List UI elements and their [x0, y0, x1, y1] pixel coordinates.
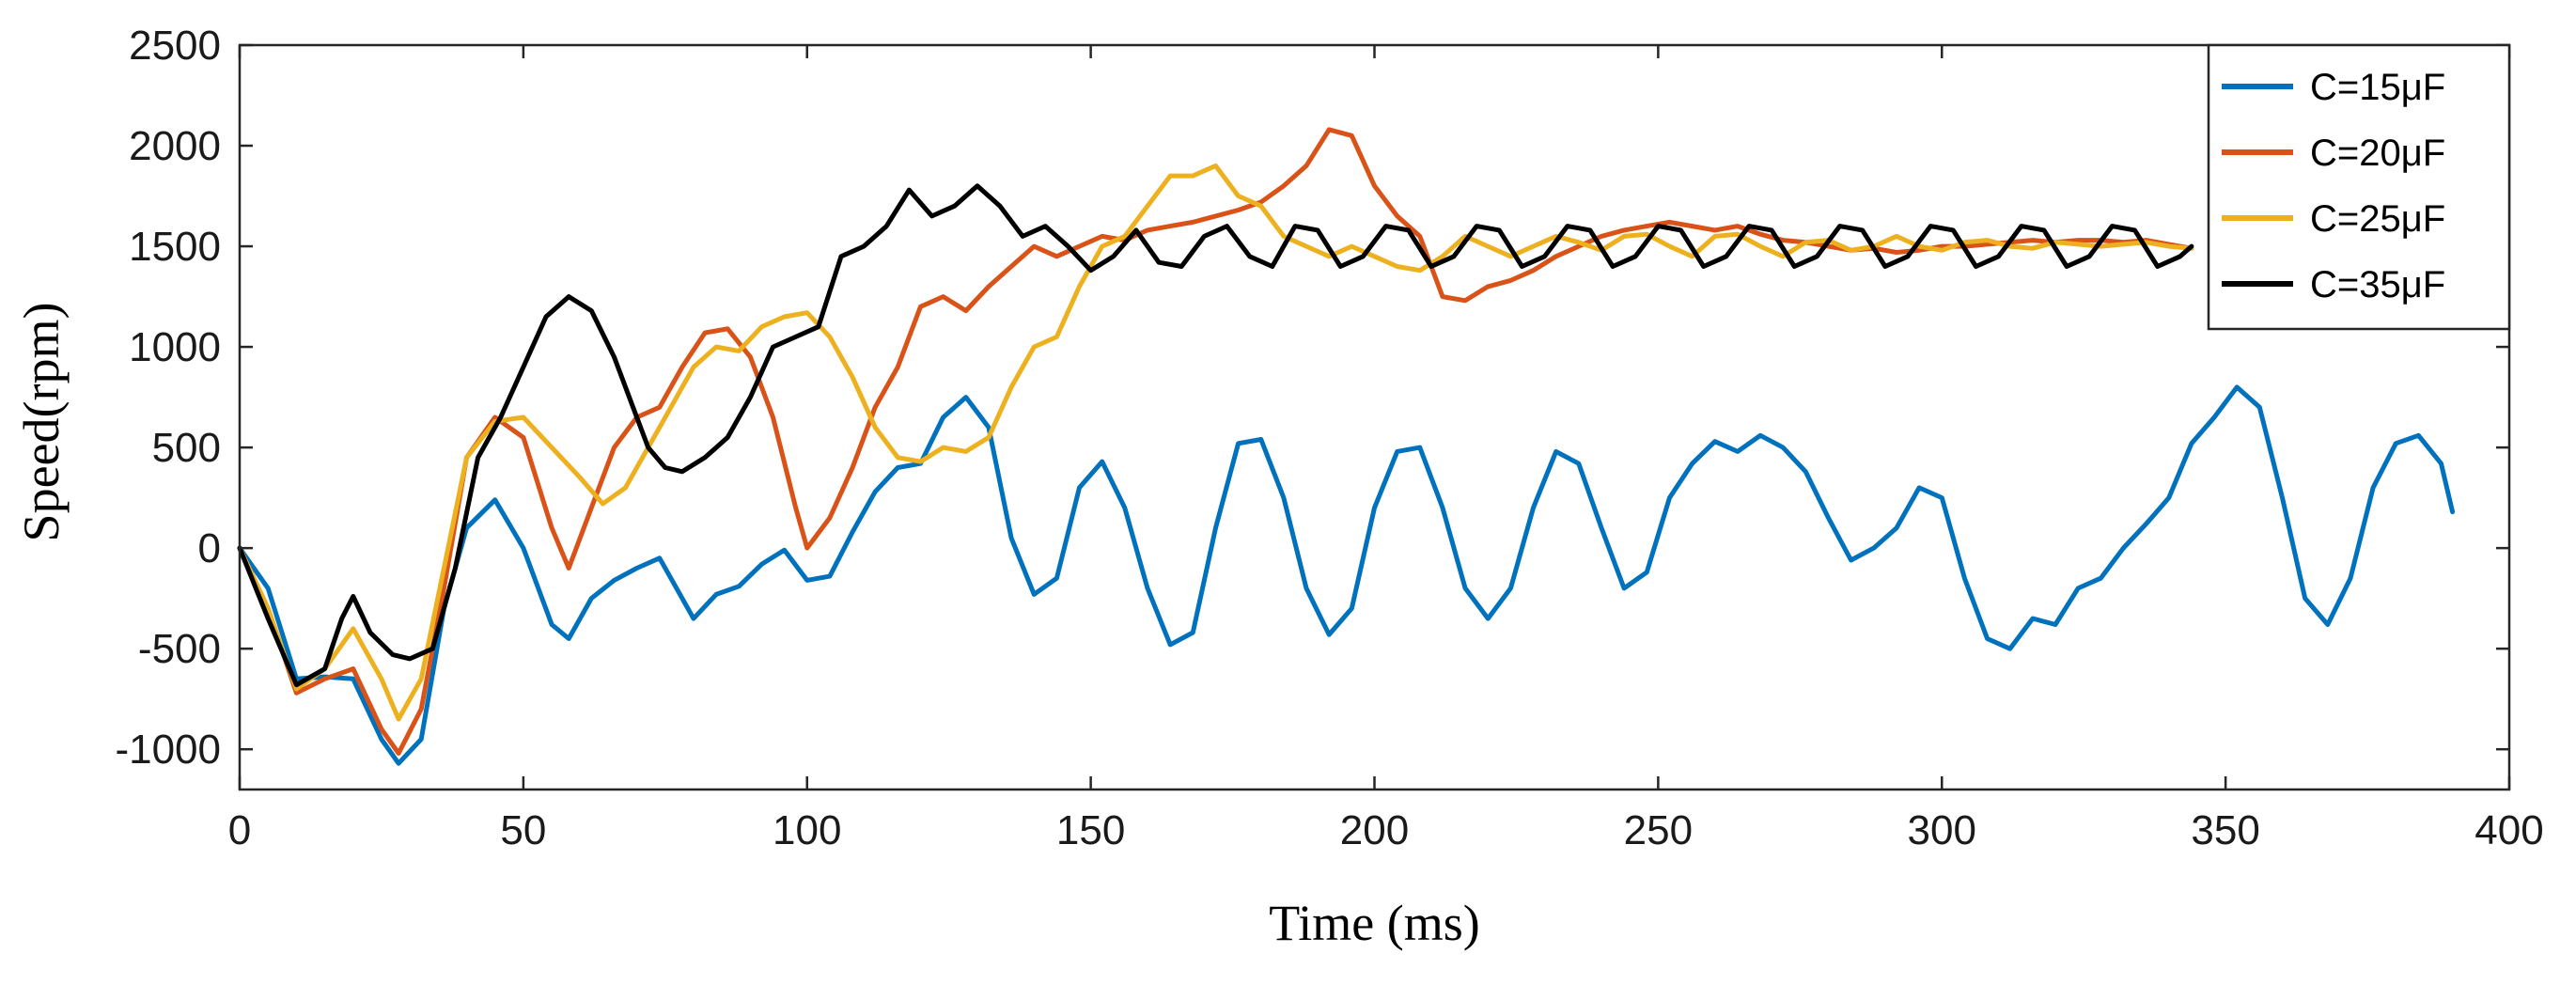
y-tick-label: -500 [138, 626, 221, 672]
x-axis-title: Time (ms) [1269, 895, 1480, 951]
y-tick-label: 1500 [129, 224, 221, 270]
y-tick-label: 0 [198, 525, 221, 571]
y-tick-label: 2000 [129, 123, 221, 169]
legend-label: C=15μF [2310, 67, 2445, 108]
x-tick-label: 200 [1340, 807, 1409, 853]
x-tick-label: 300 [1908, 807, 1976, 853]
x-tick-label: 350 [2191, 807, 2259, 853]
x-tick-label: 150 [1056, 807, 1125, 853]
axis-ticks: 0 50 100 150 200 250 300 350 400 -1000 -500 0 500 100… [115, 23, 2543, 853]
y-tick-label: -1000 [115, 727, 221, 773]
series-line-1 [237, 384, 2456, 766]
x-tick-label: 250 [1624, 807, 1693, 853]
legend: C=15μF C=20μF C=25μF C=35μF [2207, 43, 2511, 331]
x-tick-label: 100 [773, 807, 841, 853]
x-tick-label: 0 [228, 807, 251, 853]
y-tick-label: 2500 [129, 23, 221, 69]
plot-lines [237, 127, 2456, 766]
x-tick-label: 50 [500, 807, 546, 853]
y-axis-title: Speed(rpm) [13, 303, 70, 542]
series-line-4 [237, 183, 2194, 688]
legend-label: C=25μF [2310, 198, 2445, 240]
y-tick-label: 500 [152, 425, 221, 471]
legend-label: C=20μF [2310, 133, 2445, 174]
y-tick-label: 1000 [129, 324, 221, 370]
legend-label: C=35μF [2310, 264, 2445, 305]
x-tick-label: 400 [2475, 807, 2543, 853]
